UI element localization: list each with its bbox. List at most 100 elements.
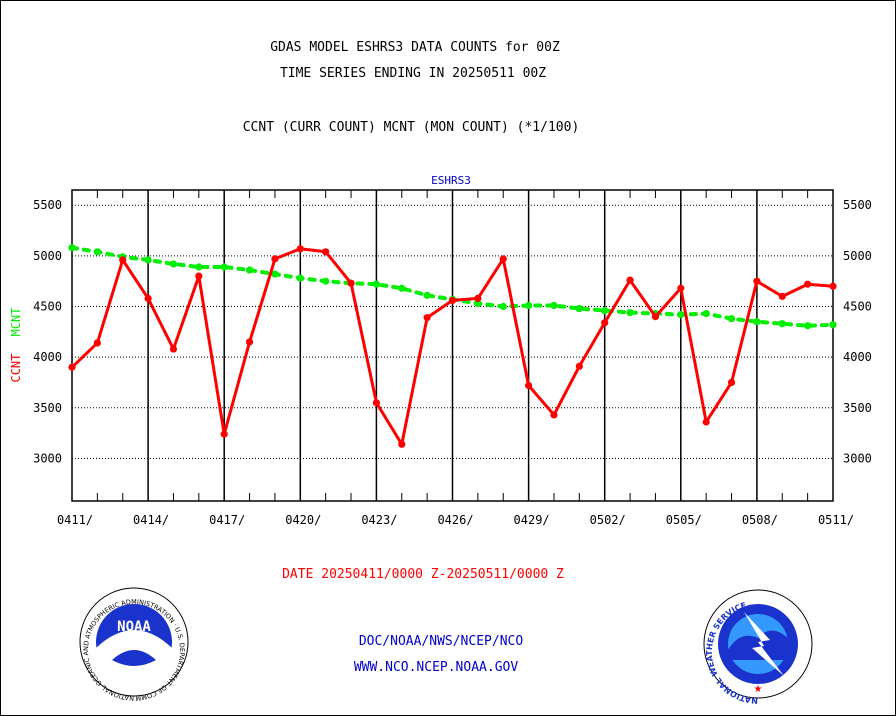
x-tick-label: 0429/ — [514, 513, 550, 527]
chart-title-line2: TIME SERIES ENDING IN 20250511 00Z — [280, 66, 546, 81]
mcnt-point — [398, 284, 406, 292]
nws-star-icon: ★ — [754, 684, 763, 695]
mcnt-point — [169, 260, 178, 268]
ccnt-point — [525, 381, 533, 390]
ccnt-point — [245, 338, 254, 346]
plot-title: ESHRS3 — [431, 174, 471, 187]
noaa-logo-text: NOAA — [117, 619, 151, 635]
y-tick-label-right: 4500 — [843, 299, 872, 313]
link-nco-website[interactable]: WWW.NCO.NCEP.NOAA.GOV — [354, 660, 519, 675]
plot-ticks: 3000 3000 3500 3500 4000 4000 4500 4500 5000 5000… — [33, 198, 872, 527]
x-tick-label: 0508/ — [742, 513, 778, 527]
y-axis-label-ccnt: CCNT — [9, 354, 23, 383]
y-tick-label-left: 5000 — [33, 249, 62, 263]
ccnt-point — [804, 280, 812, 288]
ccnt-point — [169, 345, 178, 353]
mcnt-point — [727, 315, 736, 323]
mcnt-point — [296, 274, 304, 282]
x-tick-label: 0420/ — [285, 513, 321, 527]
link-doc-noaa[interactable]: DOC/NOAA/NWS/NCEP/NCO — [359, 634, 524, 649]
chart-subtitle: CCNT (CURR COUNT) MCNT (MON COUNT) (*1/1… — [243, 120, 580, 135]
mcnt-point — [245, 266, 254, 274]
chart-title-line1: GDAS MODEL ESHRS3 DATA COUNTS for 00Z — [270, 40, 560, 55]
ccnt-point — [119, 256, 127, 264]
mcnt-point — [626, 308, 634, 317]
y-tick-label-left: 3500 — [33, 401, 62, 415]
x-tick-label: 0414/ — [133, 513, 169, 527]
y-axis-label: CCNT MCNT — [9, 307, 23, 382]
ccnt-point — [220, 430, 228, 438]
x-tick-label: 0502/ — [590, 513, 626, 527]
nws-lightning-icon — [744, 612, 784, 676]
ccnt-point — [651, 313, 660, 321]
ccnt-point — [144, 294, 152, 302]
x-tick-label: 0426/ — [437, 513, 473, 527]
ccnt-point — [753, 277, 761, 285]
mcnt-point — [702, 309, 710, 318]
ccnt-point — [372, 399, 380, 407]
ccnt-point — [550, 411, 558, 419]
ccnt-point — [195, 272, 203, 280]
mcnt-point — [677, 311, 685, 319]
ccnt-point — [601, 319, 609, 327]
x-tick-label: 0411/ — [57, 513, 93, 527]
ccnt-point — [271, 255, 279, 263]
mcnt-point — [829, 321, 837, 329]
mcnt-point — [271, 270, 279, 278]
mcnt-point — [423, 291, 431, 299]
mcnt-point — [525, 301, 533, 310]
date-range-label: DATE 20250411/0000 Z-20250511/0000 Z — [282, 567, 564, 582]
ccnt-point — [68, 363, 76, 371]
x-tick-label: 0417/ — [209, 513, 245, 527]
y-tick-label-right: 3500 — [843, 401, 872, 415]
y-tick-label-right: 5000 — [843, 249, 872, 263]
ccnt-point — [347, 279, 355, 287]
mcnt-point — [804, 322, 812, 330]
noaa-logo: NOAA NATIONAL OCEANIC AND ATMOSPHERIC AD… — [0, 0, 189, 702]
ccnt-point — [829, 282, 837, 290]
y-axis-label-group: CCNT MCNT — [9, 307, 23, 382]
ccnt-point — [677, 284, 685, 292]
ccnt-point — [778, 292, 786, 300]
x-tick-label: 0423/ — [361, 513, 397, 527]
mcnt-point — [195, 263, 203, 271]
mcnt-point — [93, 248, 101, 256]
mcnt-point — [753, 318, 761, 326]
ccnt-point — [499, 255, 507, 263]
mcnt-point — [499, 302, 507, 311]
mcnt-point — [144, 256, 152, 264]
mcnt-point — [372, 280, 380, 288]
y-axis-label-mcnt: MCNT — [9, 307, 23, 336]
y-tick-label-right: 3000 — [843, 451, 872, 465]
ccnt-point — [398, 440, 406, 448]
ccnt-point — [626, 276, 634, 284]
mcnt-point — [68, 244, 76, 252]
ccnt-point — [727, 378, 736, 387]
y-tick-label-left: 4500 — [33, 299, 62, 313]
mcnt-point — [601, 306, 609, 315]
y-tick-label-right: 4000 — [843, 350, 872, 364]
ccnt-point — [322, 248, 330, 256]
y-tick-label-right: 5500 — [843, 198, 872, 212]
ccnt-point — [448, 296, 457, 305]
mcnt-point — [322, 277, 330, 285]
ccnt-point — [93, 339, 101, 347]
mcnt-point — [220, 263, 228, 271]
ccnt-point — [575, 362, 583, 370]
plot-grid — [71, 189, 834, 502]
ccnt-point — [702, 418, 710, 426]
ccnt-point — [296, 245, 304, 253]
y-tick-label-left: 4000 — [33, 350, 62, 364]
x-tick-label: 0505/ — [666, 513, 702, 527]
mcnt-point — [575, 304, 583, 313]
mcnt-point — [778, 320, 786, 328]
ccnt-point — [474, 294, 482, 302]
plot-series — [68, 244, 837, 448]
nws-cloud-shape — [726, 630, 794, 660]
ccnt-point — [423, 314, 431, 322]
mcnt-point — [550, 301, 558, 310]
y-tick-label-left: 5500 — [33, 198, 62, 212]
y-tick-label-left: 3000 — [33, 451, 62, 465]
nws-logo: NATIONAL WEATHER SERVICE ★ — [703, 589, 813, 705]
